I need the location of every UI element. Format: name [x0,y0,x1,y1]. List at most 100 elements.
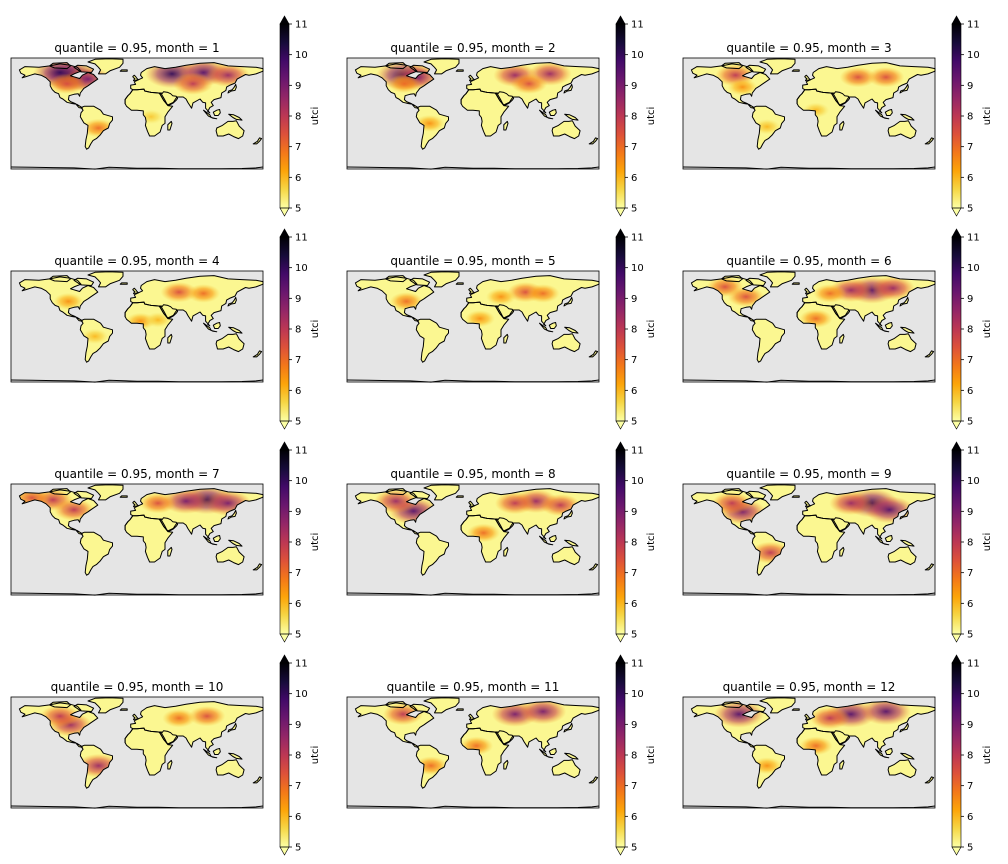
coastline-new-guinea [564,752,579,760]
colorbar-extend-min [615,420,626,430]
coastline-indonesia [203,748,218,759]
utci-hotspot [389,292,424,311]
land-greenland [88,484,123,500]
colorbar: 5 6 7 8 9 10 11 utci [951,654,993,856]
land-greenland [88,58,123,74]
colorbar: 5 6 7 8 9 10 11 utci [951,441,993,643]
colorbar-label: utci [982,533,993,552]
coastline-australia [551,546,581,566]
colorbar-tick-label: 10 [295,689,308,700]
utci-hotspot [486,288,516,306]
coastline-new-guinea [900,326,915,334]
colorbar-tick-label: 11 [295,659,308,670]
colorbar-tick-label: 7 [631,355,637,366]
land-africa [461,89,509,136]
coastline-arabia [833,304,851,320]
colorbar-extend-max [615,441,626,451]
coastline-africa [124,301,174,350]
colorbar-tick-label: 9 [967,720,973,731]
coastline-africa [124,88,174,137]
coastline-borneo [212,535,221,542]
colorbar-tick-label: 8 [631,538,637,549]
colorbar-tick-label: 7 [967,142,973,153]
colorbar-tick-label: 10 [295,50,308,61]
colorbar-extend-min [615,633,626,643]
panel-title: quantile = 0.95, month = 7 [54,467,219,481]
map-svg: quantile = 0.95, month = 11 5 6 7 8 9 10 11 utci [346,654,657,856]
land-madagascar [167,334,172,343]
coastline-victoria-islands [385,275,407,283]
land-new-guinea [900,327,914,334]
colorbar: 5 6 7 8 9 10 11 utci [615,441,657,643]
map-panel-month-11: quantile = 0.95, month = 11 5 6 7 8 9 10 11 utci [336,643,672,856]
coastline-new-guinea [228,113,243,121]
coastline-madagascar [839,333,845,344]
map-svg: quantile = 0.95, month = 12 5 6 7 8 9 10 11 utci [682,654,993,856]
colorbar-label: utci [310,320,321,339]
land-greenland [760,484,795,500]
land-new-zealand [253,776,262,783]
utci-field [19,485,252,521]
coastline-new-zealand [588,563,599,571]
coastline-south-america [751,531,785,576]
coastline-africa [460,88,510,137]
coastline-new-zealand [924,776,935,784]
land-south-america [80,532,113,576]
coastline-borneo [212,322,221,329]
coastline-madagascar [167,120,173,131]
coastline-new-guinea [228,752,243,760]
colorbar-gradient [952,663,961,847]
land-north-america [355,702,434,748]
colorbar-tick-label: 5 [631,843,637,854]
coastline-greenland [423,271,460,288]
colorbar-tick-label: 6 [295,599,301,610]
coastline-victoria-islands [721,488,743,496]
map-frame [10,483,264,596]
map-panel-month-9: quantile = 0.95, month = 9 5 6 7 8 9 10 11 utci [672,430,1008,643]
coastline-new-zealand [252,563,263,571]
coastline-iceland [455,69,464,72]
coastline-new-guinea [228,539,243,547]
coastline-new-zealand [252,350,263,358]
coastline-uk [468,713,475,720]
panel-title: quantile = 0.95, month = 4 [54,254,219,268]
coastline-victoria-islands [49,701,71,709]
land-borneo [213,322,221,329]
colorbar-tick-label: 8 [631,112,637,123]
coastline-baffin [73,277,95,286]
coastline-indonesia [875,535,890,546]
map-svg: quantile = 0.95, month = 2 5 6 7 8 9 10 11 utci [346,15,657,217]
land-borneo [213,748,221,755]
coastline-iceland [791,69,800,72]
colorbar-gradient [952,24,961,208]
colorbar-extend-max [615,15,626,25]
colorbar-extend-min [279,207,290,217]
land-new-zealand [253,137,262,144]
coastline-new-guinea [900,113,915,121]
coastline-antarctica [682,592,936,596]
utci-hotspot [867,66,905,88]
coastlines [346,697,600,809]
land-madagascar [167,760,172,769]
colorbar-tick-label: 9 [295,507,301,518]
colorbar-tick-label: 11 [295,446,308,457]
coastline-arabia [497,517,515,533]
colorbar-tick-label: 9 [295,81,301,92]
coastline-uk [468,74,475,81]
land-south-america [416,532,449,576]
colorbar-tick-label: 6 [295,812,301,823]
land-borneo [549,748,557,755]
map-frame [682,57,936,170]
coastline-antarctica [10,805,264,809]
land-new-zealand [253,563,262,570]
coastline-japan [563,509,573,520]
coastline-borneo [548,322,557,329]
coastline-new-zealand [252,776,263,784]
colorbar-extend-min [279,633,290,643]
colorbar-tick-label: 5 [631,417,637,428]
coastline-antarctica [10,592,264,596]
land-new-zealand [925,350,934,357]
coastline-indonesia [539,322,554,333]
coastline-madagascar [167,333,173,344]
colorbar-tick-label: 6 [967,599,973,610]
